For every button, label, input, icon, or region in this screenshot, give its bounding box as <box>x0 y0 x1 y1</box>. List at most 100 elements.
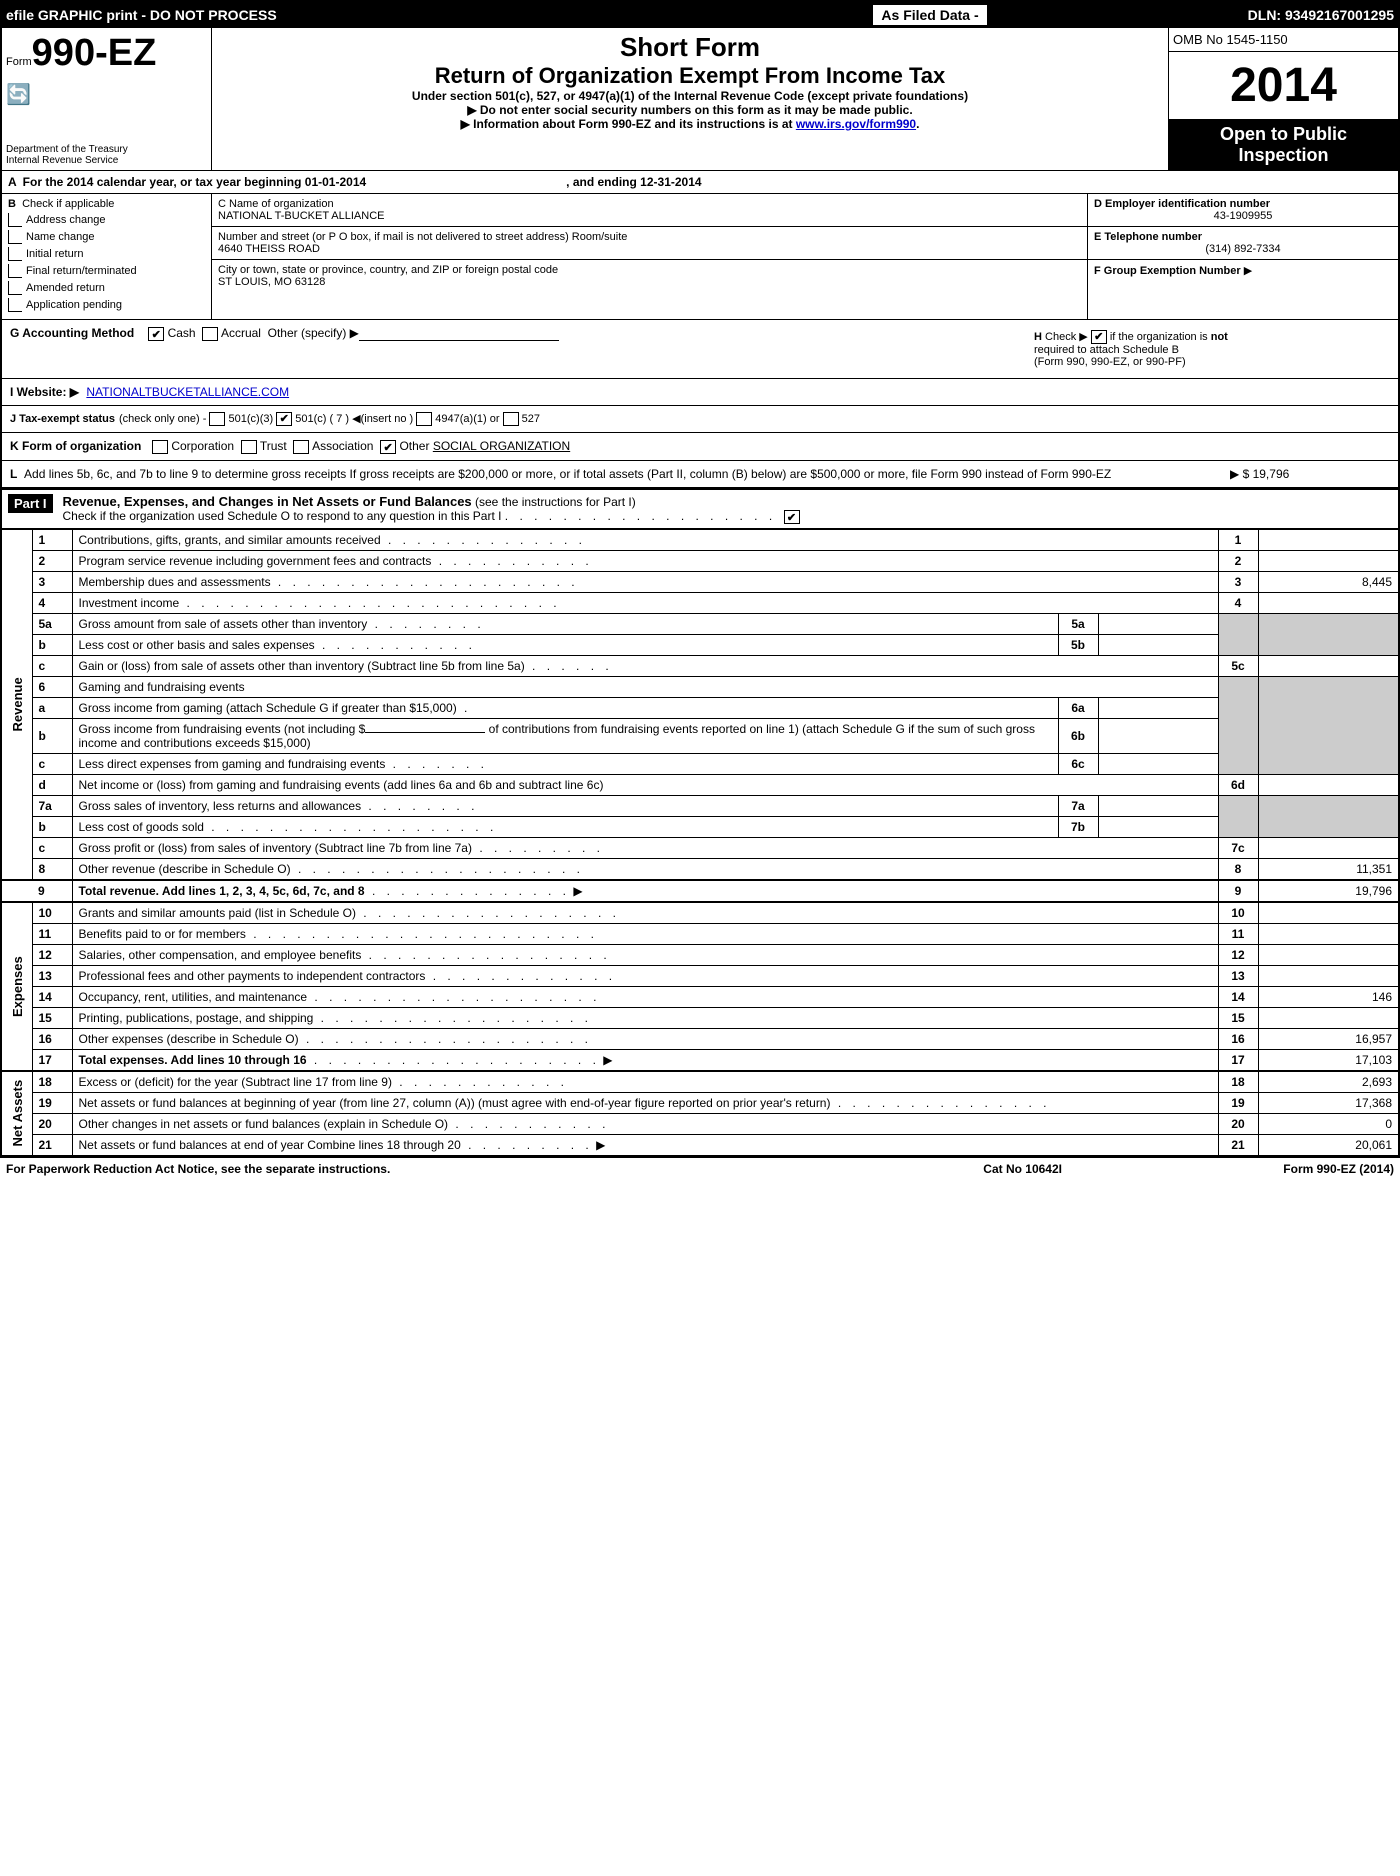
section-j: J Tax-exempt status (check only one) - 50… <box>2 406 1398 433</box>
e-phone-val: (314) 892-7334 <box>1094 243 1392 255</box>
dept2: Internal Revenue Service <box>6 155 207 166</box>
col-right: D Employer identification number 43-1909… <box>1088 194 1398 319</box>
line-12: 12 Salaries, other compensation, and emp… <box>2 944 1398 965</box>
k-other-check[interactable] <box>380 440 396 454</box>
j-opt2b: ◀(insert no ) <box>352 413 413 425</box>
d-ein-val: 43-1909955 <box>1094 210 1392 222</box>
top-bar: efile GRAPHIC print - DO NOT PROCESS As … <box>2 2 1398 28</box>
lines-table: Revenue 1 Contributions, gifts, grants, … <box>2 529 1398 1156</box>
side-netassets: Net Assets <box>2 1071 32 1156</box>
line-16: 16 Other expenses (describe in Schedule … <box>2 1028 1398 1049</box>
side-expenses: Expenses <box>2 902 32 1071</box>
col-b: B Check if applicable Address change Nam… <box>2 194 212 319</box>
section-k: K Form of organization Corporation Trust… <box>2 433 1398 461</box>
line-11: 11 Benefits paid to or for members . . .… <box>2 923 1398 944</box>
j-501c-check[interactable] <box>276 412 292 426</box>
header-row: Form 990-EZ 🔄 Department of the Treasury… <box>2 28 1398 171</box>
j-527-check[interactable] <box>503 412 519 426</box>
line-5a: 5a Gross amount from sale of assets othe… <box>2 613 1398 634</box>
g-cash: Cash <box>168 326 196 340</box>
line-1: Revenue 1 Contributions, gifts, grants, … <box>2 529 1398 550</box>
e-phone: E Telephone number (314) 892-7334 <box>1088 227 1398 260</box>
f-group: F Group Exemption Number ▶ <box>1088 260 1398 281</box>
open-public: Open to Public Inspection <box>1169 120 1398 170</box>
line-19: 19 Net assets or fund balances at beginn… <box>2 1092 1398 1113</box>
c-street: Number and street (or P O box, if mail i… <box>212 227 1087 260</box>
part1-row: Part I Revenue, Expenses, and Changes in… <box>2 488 1398 529</box>
line-4: 4 Investment income . . . . . . . . . . … <box>2 592 1398 613</box>
title2: Return of Organization Exempt From Incom… <box>216 63 1164 89</box>
f-group-arrow: ▶ <box>1244 265 1252 277</box>
c-name-val: NATIONAL T-BUCKET ALLIANCE <box>218 210 1081 222</box>
k-opt4: Other <box>399 439 429 453</box>
chk-initial[interactable]: Initial return <box>8 247 205 261</box>
irs-link[interactable]: www.irs.gov/form990 <box>796 117 916 131</box>
topbar-right: DLN: 93492167001295 <box>1248 7 1394 23</box>
dept1: Department of the Treasury <box>6 144 207 155</box>
j-4947-check[interactable] <box>416 412 432 426</box>
treasury-seal-icon: 🔄 <box>6 82 207 107</box>
l-label: L <box>10 467 17 481</box>
chk-address[interactable]: Address change <box>8 213 205 227</box>
c-street-val: 4640 THEISS ROAD <box>218 243 1081 255</box>
k-corp-check[interactable] <box>152 440 168 454</box>
footer-right: Form 990-EZ (2014) <box>1283 1162 1394 1176</box>
chk-amended[interactable]: Amended return <box>8 281 205 295</box>
c-city: City or town, state or province, country… <box>212 260 1087 292</box>
c-city-val: ST LOUIS, MO 63128 <box>218 276 1081 288</box>
part1-checkbox[interactable] <box>784 510 800 524</box>
subtitle: Under section 501(c), 527, or 4947(a)(1)… <box>216 89 1164 103</box>
arrow1: ▶ Do not enter social security numbers o… <box>216 103 1164 117</box>
b-header: B <box>8 198 16 210</box>
form-number: Form 990-EZ <box>6 32 207 75</box>
header-center: Short Form Return of Organization Exempt… <box>212 28 1168 170</box>
line-10: Expenses 10 Grants and similar amounts p… <box>2 902 1398 924</box>
k-assoc-check[interactable] <box>293 440 309 454</box>
chk-pending[interactable]: Application pending <box>8 298 205 312</box>
d-ein-label: D Employer identification number <box>1094 198 1392 210</box>
chk-final[interactable]: Final return/terminated <box>8 264 205 278</box>
c-city-label: City or town, state or province, country… <box>218 264 1081 276</box>
line-6: 6 Gaming and fundraising events <box>2 676 1398 697</box>
form-num: 990-EZ <box>32 32 157 75</box>
h-checkbox[interactable] <box>1091 330 1107 344</box>
line-7b: b Less cost of goods sold . . . . . . . … <box>2 816 1398 837</box>
website-link[interactable]: NATIONALTBUCKETALLIANCE.COM <box>86 385 289 399</box>
section-l: L Add lines 5b, 6c, and 7b to line 9 to … <box>2 461 1398 488</box>
l-text: Add lines 5b, 6c, and 7b to line 9 to de… <box>24 467 1111 481</box>
section-g: H Check ▶ if the organization is not req… <box>2 320 1398 379</box>
g-accrual-check[interactable] <box>202 327 218 341</box>
line-2: 2 Program service revenue including gove… <box>2 550 1398 571</box>
a-text2: , and ending 12-31-2014 <box>566 175 701 189</box>
topbar-mid: As Filed Data - <box>872 4 987 26</box>
e-phone-label: E Telephone number <box>1094 231 1392 243</box>
j-opt3: 4947(a)(1) or <box>435 413 499 425</box>
line-20: 20 Other changes in net assets or fund b… <box>2 1113 1398 1134</box>
j-opt1: 501(c)(3) <box>229 413 274 425</box>
line-8: 8 Other revenue (describe in Schedule O)… <box>2 858 1398 880</box>
h-line2: required to attach Schedule B <box>1034 344 1179 356</box>
arrow2a: ▶ Information about Form 990-EZ and its … <box>461 117 796 131</box>
d-ein: D Employer identification number 43-1909… <box>1088 194 1398 227</box>
footer-mid: Cat No 10642I <box>983 1162 1283 1176</box>
g-cash-check[interactable] <box>148 327 164 341</box>
g-accrual: Accrual <box>221 326 261 340</box>
omb: OMB No 1545-1150 <box>1169 28 1398 52</box>
h-box: H Check ▶ if the organization is not req… <box>1030 326 1390 372</box>
k-opt1: Corporation <box>171 439 234 453</box>
k-opt3: Association <box>312 439 373 453</box>
info-grid: B Check if applicable Address change Nam… <box>2 194 1398 320</box>
part1-header: Part I <box>8 494 53 513</box>
k-trust-check[interactable] <box>241 440 257 454</box>
c-name: C Name of organization NATIONAL T-BUCKET… <box>212 194 1087 227</box>
header-left: Form 990-EZ 🔄 Department of the Treasury… <box>2 28 212 170</box>
open2: Inspection <box>1173 145 1394 166</box>
open1: Open to Public <box>1173 124 1394 145</box>
j-501c3-check[interactable] <box>209 412 225 426</box>
j-label: J Tax-exempt status <box>10 413 115 425</box>
dept: Department of the Treasury Internal Reve… <box>6 144 207 166</box>
l-val: $ 19,796 <box>1243 467 1290 481</box>
chk-name[interactable]: Name change <box>8 230 205 244</box>
j-sub: (check only one) - <box>119 413 206 425</box>
line-6c: c Less direct expenses from gaming and f… <box>2 753 1398 774</box>
